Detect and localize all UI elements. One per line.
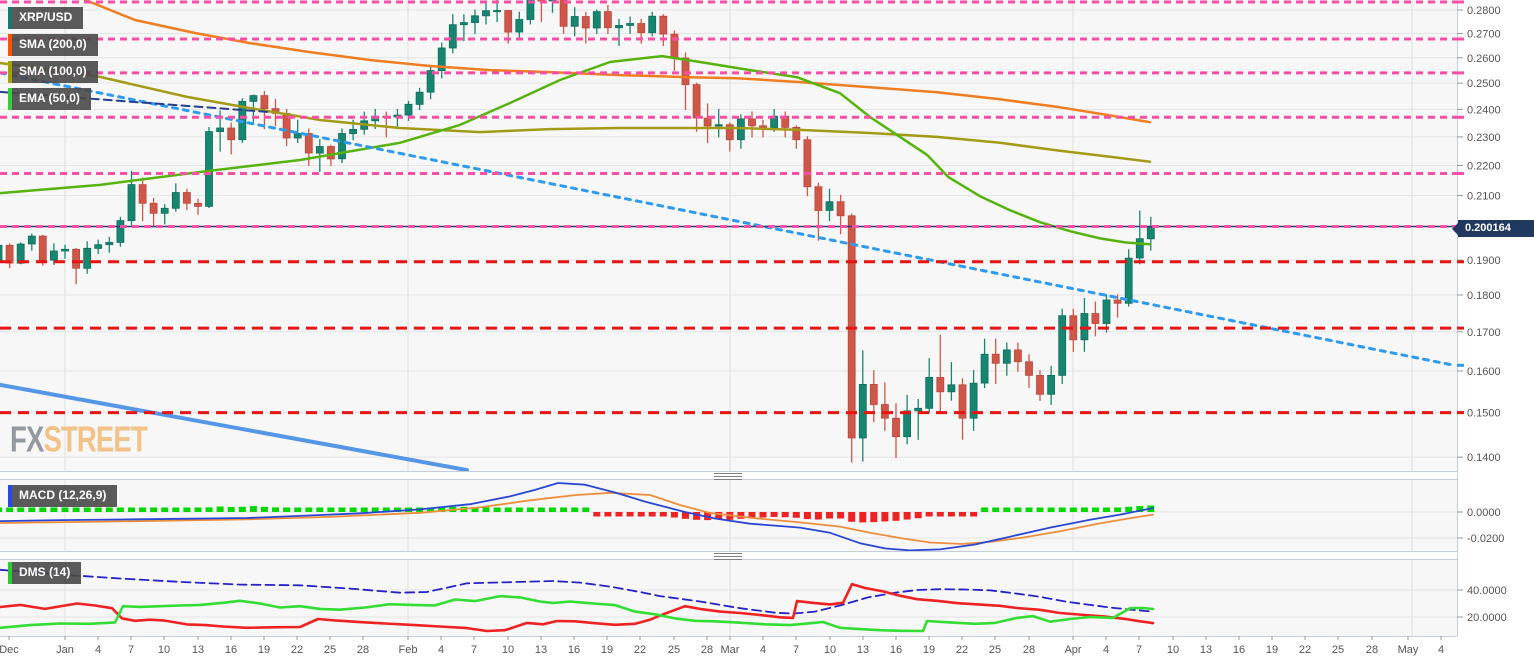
- svg-text:16: 16: [890, 644, 902, 656]
- svg-text:40.0000: 40.0000: [1467, 585, 1507, 597]
- dms-plot-area[interactable]: [0, 559, 1457, 636]
- pane-splitter-grip-dms[interactable]: [714, 553, 742, 560]
- svg-text:25: 25: [668, 644, 680, 656]
- svg-text:0.1500: 0.1500: [1467, 408, 1501, 420]
- svg-text:25: 25: [1332, 644, 1344, 656]
- svg-text:19: 19: [601, 644, 613, 656]
- svg-text:Jan: Jan: [56, 644, 74, 656]
- svg-text:28: 28: [357, 644, 369, 656]
- svg-text:25: 25: [324, 644, 336, 656]
- svg-text:7: 7: [1136, 644, 1142, 656]
- ema50-line: [0, 54, 1152, 246]
- symbol-legend-button[interactable]: XRP/USD: [8, 7, 84, 29]
- sma200-legend-button[interactable]: SMA (200,0): [8, 34, 98, 56]
- svg-text:28: 28: [701, 644, 713, 656]
- svg-text:10: 10: [1167, 644, 1179, 656]
- candles-layer: [0, 0, 1155, 463]
- svg-text:0.2400: 0.2400: [1467, 104, 1501, 116]
- svg-text:10: 10: [824, 644, 836, 656]
- macd-legend-button[interactable]: MACD (12,26,9): [8, 485, 118, 507]
- svg-text:13: 13: [1200, 644, 1212, 656]
- svg-text:13: 13: [857, 644, 869, 656]
- svg-text:19: 19: [258, 644, 270, 656]
- svg-text:0.2100: 0.2100: [1467, 191, 1501, 203]
- svg-text:May: May: [1398, 644, 1419, 656]
- fxstreet-watermark: FXSTREET: [10, 419, 148, 460]
- svg-text:4: 4: [760, 644, 766, 656]
- svg-text:28: 28: [1023, 644, 1035, 656]
- svg-text:10: 10: [502, 644, 514, 656]
- svg-text:4: 4: [1103, 644, 1109, 656]
- svg-text:22: 22: [1299, 644, 1311, 656]
- svg-text:0.1600: 0.1600: [1467, 366, 1501, 378]
- pane-splitter-grip-macd[interactable]: [714, 473, 742, 480]
- svg-text:10: 10: [158, 644, 170, 656]
- svg-text:0.2500: 0.2500: [1467, 78, 1501, 90]
- svg-text:Mar: Mar: [721, 644, 740, 656]
- dms-pane-content: [0, 568, 1155, 633]
- svg-text:0.2300: 0.2300: [1467, 132, 1501, 144]
- main-plot-area[interactable]: [0, 0, 1457, 471]
- axis-level-ticks: [1457, 0, 1464, 415]
- pivot-levels[interactable]: [0, 0, 1457, 415]
- svg-text:0.1800: 0.1800: [1467, 290, 1501, 302]
- svg-text:4: 4: [1438, 644, 1444, 656]
- time-axis[interactable]: [0, 636, 1457, 661]
- svg-text:19: 19: [1266, 644, 1278, 656]
- watermark-fx-text: FX: [10, 419, 44, 460]
- sma100-line: [0, 61, 1152, 163]
- sma100-legend-button[interactable]: SMA (100,0): [8, 61, 98, 83]
- svg-text:0.2800: 0.2800: [1467, 5, 1501, 17]
- ema50-legend-button[interactable]: EMA (50,0): [8, 88, 91, 110]
- current-price-label: 0.200164: [1452, 220, 1534, 237]
- svg-text:0.1400: 0.1400: [1467, 452, 1501, 464]
- svg-text:4: 4: [95, 644, 101, 656]
- svg-text:13: 13: [535, 644, 547, 656]
- svg-text:0.1900: 0.1900: [1467, 255, 1501, 267]
- svg-text:0.1700: 0.1700: [1467, 327, 1501, 339]
- svg-text:16: 16: [225, 644, 237, 656]
- svg-text:7: 7: [128, 644, 134, 656]
- svg-text:Dec: Dec: [0, 644, 19, 656]
- svg-text:19: 19: [923, 644, 935, 656]
- svg-text:25: 25: [989, 644, 1001, 656]
- svg-text:-0.0200: -0.0200: [1467, 533, 1504, 545]
- svg-text:13: 13: [192, 644, 204, 656]
- svg-text:Feb: Feb: [399, 644, 418, 656]
- svg-text:0.0000: 0.0000: [1467, 507, 1501, 519]
- price-axis-labels: 0.2800 0.2700 0.2600 0.2500 0.2400 0.2300 0.22…: [1457, 5, 1507, 624]
- svg-text:7: 7: [793, 644, 799, 656]
- svg-text:22: 22: [291, 644, 303, 656]
- svg-text:0.2200: 0.2200: [1467, 161, 1501, 173]
- svg-text:28: 28: [1366, 644, 1378, 656]
- svg-text:16: 16: [1233, 644, 1245, 656]
- descending-trendline-dotted[interactable]: [0, 71, 1456, 367]
- svg-text:22: 22: [634, 644, 646, 656]
- sma200-line: [83, 0, 1152, 124]
- dms-legend-button[interactable]: DMS (14): [8, 562, 82, 584]
- svg-text:7: 7: [471, 644, 477, 656]
- svg-text:Apr: Apr: [1064, 644, 1081, 656]
- macd-pane-content: [0, 482, 1155, 551]
- price-axis[interactable]: [1457, 0, 1534, 661]
- svg-text:0.2600: 0.2600: [1467, 53, 1501, 65]
- svg-text:4: 4: [438, 644, 444, 656]
- svg-text:22: 22: [956, 644, 968, 656]
- svg-text:0.2700: 0.2700: [1467, 29, 1501, 41]
- watermark-street-text: STREET: [43, 419, 147, 460]
- svg-text:20.0000: 20.0000: [1467, 612, 1507, 624]
- time-axis-labels: Dec Jan 4 7 10 13 16 19 22 25 28 Feb 4 7 10 13 16 19 22 25 2…: [0, 636, 1444, 656]
- svg-text:16: 16: [568, 644, 580, 656]
